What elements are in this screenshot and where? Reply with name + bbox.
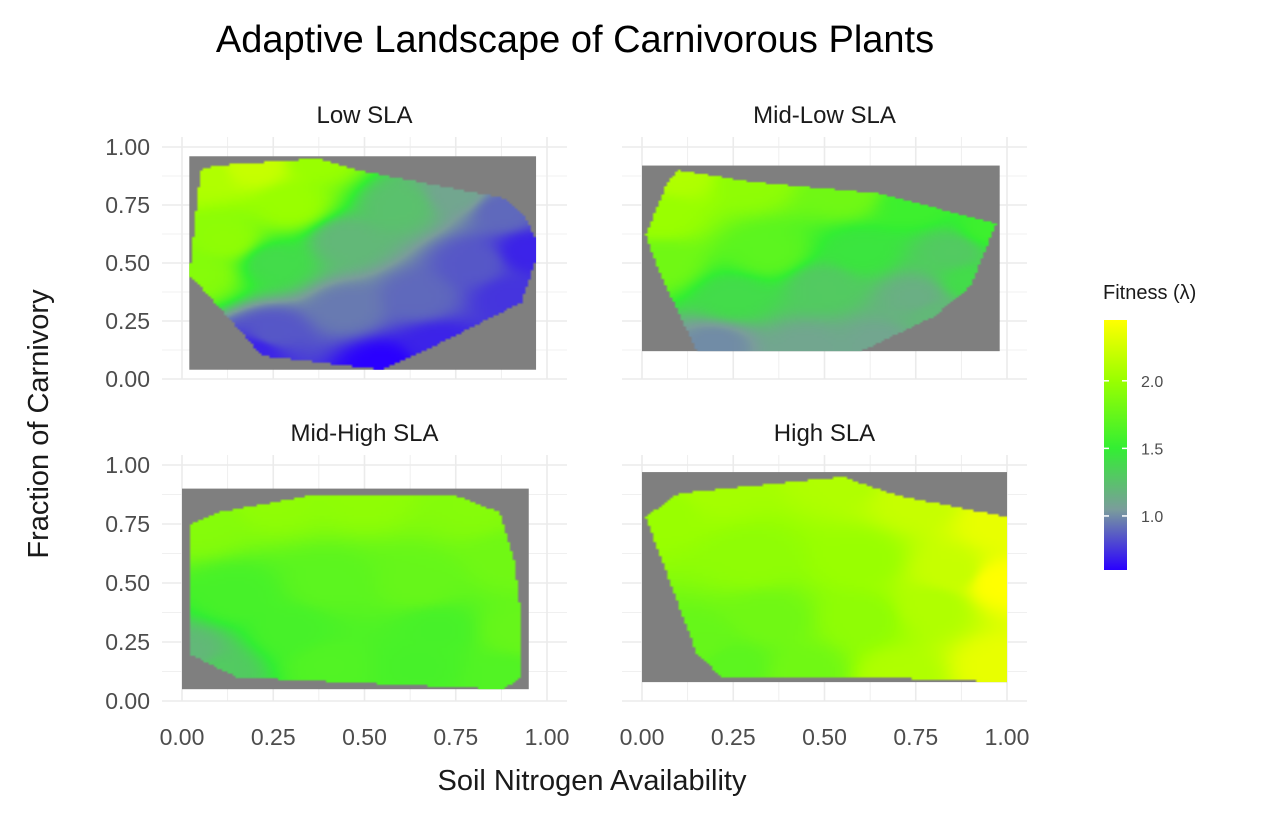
y-tick-label: 0.00 [105,366,150,392]
x-tick-label: 0.00 [620,724,665,750]
x-tick-label: 0.25 [711,724,756,750]
y-tick-label: 0.50 [105,250,150,276]
y-tick-label: 0.25 [105,629,150,655]
y-tick-label: 0.25 [105,308,150,334]
y-tick-label: 0.50 [105,570,150,596]
y-tick-label: 1.00 [105,134,150,160]
y-tick-label: 1.00 [105,452,150,478]
x-tick-label: 0.75 [893,724,938,750]
legend-break-label: 1.0 [1141,509,1163,526]
facet-panel: High SLA 0.00 0.25 0.50 0.75 1.00 [620,420,1030,750]
facet-label: Mid-High SLA [290,420,438,447]
x-tick-label: 0.75 [433,724,478,750]
legend: Fitness (λ) 1.0 1.5 2.0 [1103,282,1196,570]
fitness-surface [182,488,529,690]
y-tick-label: 0.00 [105,688,150,714]
legend-break-label: 2.0 [1141,374,1163,391]
fitness-surface [642,165,1000,352]
facet-panel: Low SLA 0.00 0.25 0.50 0.75 1.00 [105,102,567,392]
x-tick-label: 1.00 [525,724,570,750]
x-tick-label: 0.00 [160,724,205,750]
facet-label: Mid-Low SLA [753,102,896,129]
legend-colorbar [1104,320,1127,570]
y-axis-label: Fraction of Carnivory [23,289,55,559]
fitness-surface [189,156,537,370]
x-tick-label: 1.00 [985,724,1030,750]
x-tick-label: 0.50 [802,724,847,750]
legend-title: Fitness (λ) [1103,282,1196,304]
facet-panel: Mid-Low SLA [622,102,1027,380]
fitness-surface [642,472,1007,683]
legend-break-label: 1.5 [1141,441,1163,458]
y-tick-label: 0.75 [105,192,150,218]
facet-label: High SLA [774,420,875,447]
x-tick-label: 0.25 [251,724,296,750]
facet-panel: Mid-High SLA 0.00 0.25 0.50 0.75 1.00 0.00 0.25… [105,420,569,750]
chart-title: Adaptive Landscape of Carnivorous Plants [216,19,934,61]
x-axis-label: Soil Nitrogen Availability [438,765,747,797]
facet-panels: Low SLA 0.00 0.25 0.50 0.75 1.00 Mid-Low SLA Mi… [105,102,1029,750]
facet-label: Low SLA [316,102,412,129]
y-tick-label: 0.75 [105,511,150,537]
x-tick-label: 0.50 [342,724,387,750]
